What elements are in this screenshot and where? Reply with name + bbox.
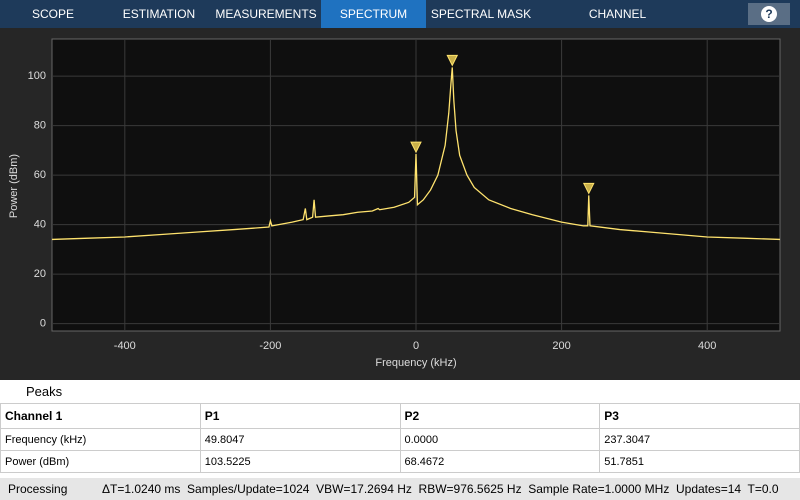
spectrum-line [51,67,781,241]
table-row: Power (dBm) 103.5225 68.4672 51.7851 [0,450,800,473]
y-tick-label: 60 [34,169,46,181]
cell: 103.5225 [199,450,401,473]
header-cell: P3 [599,403,800,429]
header-cell: Channel 1 [0,403,201,429]
tab[interactable]: SPECTRAL MASK [430,7,532,21]
cell: 68.4672 [399,450,601,473]
x-axis-label: Frequency (kHz) [375,357,456,369]
peak-marker [410,141,422,154]
tab[interactable]: MEASUREMENTS [215,7,317,21]
y-tick-label: 0 [40,317,46,329]
header-cell: P2 [399,403,601,429]
tab[interactable]: ESTIMATION [122,7,196,21]
tab[interactable]: SCOPE [31,7,74,21]
peaks-table: Channel 1 P1 P2 P3 Frequency (kHz) 49.8047 0.0… [0,403,800,473]
y-tick-label: 20 [34,268,46,280]
tab[interactable]: CHANNEL MEASUREMENTS [567,7,668,49]
table-row: Frequency (kHz) 49.8047 0.0000 237.3047 [0,428,800,451]
peak-marker [446,54,459,67]
status-info: ΔT=1.0240 ms Samples/Update=1024 VBW=17.… [102,482,779,496]
cell: 51.7851 [599,450,800,473]
cell: Power (dBm) [0,450,201,473]
chart: Frequency (kHz) Power (dBm) -400 -200 0 200… [0,28,800,380]
x-tick-label: 0 [413,340,419,352]
y-tick-label: 100 [28,70,46,82]
table-header: Channel 1 P1 P2 P3 [0,403,800,429]
x-tick-label: 400 [698,340,716,352]
cell: Frequency (kHz) [0,428,201,451]
cell: 0.0000 [399,428,601,451]
status-bar: Processing ΔT=1.0240 ms Samples/Update=10… [0,478,800,500]
toolbar: ? SCOPE ESTIMATION MEASUREMENTS SPECTRUM SPE… [0,0,800,49]
peaks-panel: Peaks Channel 1 P1 P2 P3 Frequency (kHz) 49.8… [0,380,800,478]
x-tick-label: 200 [552,340,570,352]
y-tick-label: 40 [34,218,46,230]
y-axis-label: Power (dBm) [8,154,20,218]
y-tick-label: 80 [34,120,46,132]
peaks-title: Peaks [26,384,63,399]
cell: 237.3047 [599,428,800,451]
x-tick-label: -200 [259,340,281,352]
status-state: Processing [8,482,68,496]
cell: 49.8047 [199,428,401,451]
tab[interactable]: SPECTRUM [321,0,426,28]
help-button[interactable]: ? [748,3,790,25]
header-cell: P1 [199,403,401,429]
help-icon[interactable]: ? [761,6,777,22]
peak-marker [582,182,595,195]
x-tick-label: -400 [114,340,136,352]
